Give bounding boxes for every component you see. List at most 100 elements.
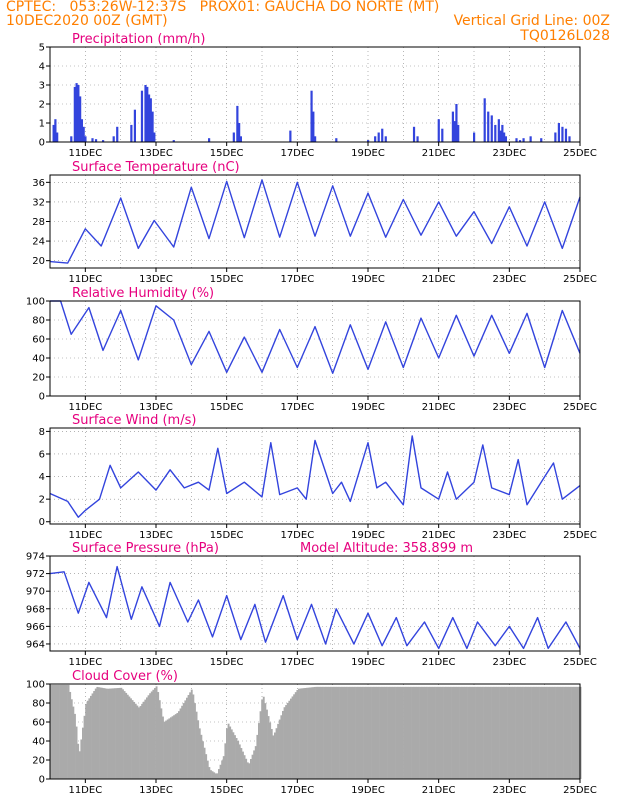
cloud-column — [318, 686, 321, 779]
cloud-column — [370, 686, 372, 779]
cloud-column — [307, 687, 310, 779]
precip-bar — [54, 119, 57, 142]
cloud-column — [310, 687, 313, 779]
cloud-column — [139, 706, 142, 779]
precip-bar — [487, 111, 490, 142]
precip-bar — [312, 111, 315, 142]
precip-bar — [416, 136, 419, 142]
xtick-label: 25DEC — [563, 785, 597, 796]
cloud-column — [338, 686, 340, 779]
cloud-column — [181, 705, 184, 779]
cloud-column — [64, 684, 67, 779]
cloud-column — [414, 686, 417, 779]
cloud-column — [234, 735, 236, 779]
precip-bar — [84, 136, 87, 142]
precip-bar — [499, 130, 502, 142]
cloud-column — [424, 686, 427, 779]
ytick-label: 40 — [32, 354, 45, 365]
cloud-column — [573, 686, 576, 779]
cloud-column — [245, 758, 248, 779]
cloud-column — [344, 686, 347, 779]
xtick-label: 25DEC — [563, 657, 597, 668]
precip-bar — [146, 86, 149, 142]
cloud-column — [456, 686, 459, 779]
cloud-column — [546, 686, 548, 779]
precip-bar — [504, 136, 507, 142]
precip-bar — [73, 86, 76, 142]
cloud-column — [411, 686, 414, 779]
ytick-label: 100 — [26, 680, 45, 691]
ytick-label: 32 — [32, 197, 45, 208]
cloud-column — [144, 699, 147, 779]
cloud-column — [483, 686, 486, 779]
cloud-column — [166, 719, 169, 779]
cloud-column — [570, 686, 572, 779]
cloud-column — [349, 686, 352, 779]
cloud-column — [218, 769, 220, 779]
cloud-column — [54, 684, 57, 779]
cloud-column — [134, 703, 137, 779]
precip-bar — [451, 111, 454, 142]
cloud-column — [378, 686, 380, 779]
cloud-column — [563, 686, 566, 779]
cloud-column — [250, 759, 252, 779]
cloud-column — [453, 686, 456, 779]
cloud-column — [397, 686, 400, 779]
ytick-label: 20 — [32, 373, 45, 384]
cloud-column — [389, 686, 392, 779]
ytick-label: 2 — [39, 495, 45, 506]
precip-bar — [310, 90, 313, 142]
cloud-column — [450, 686, 452, 779]
ytick-label: 8 — [39, 427, 45, 438]
precip-bar — [529, 136, 532, 142]
header-init-time: 10DEC2020 00Z (GMT) — [6, 13, 168, 29]
cloud-column — [371, 686, 374, 779]
cloud-column — [459, 686, 462, 779]
cloud-column — [514, 686, 516, 779]
cloud-column — [186, 697, 188, 779]
cloud-column — [576, 686, 579, 779]
precip-bar — [149, 98, 152, 142]
cloud-column — [413, 686, 416, 779]
cloud-column — [94, 688, 97, 779]
ytick-label: 5 — [39, 43, 45, 54]
cloud-column — [347, 686, 350, 779]
precip-bar — [75, 83, 78, 142]
cloud-column — [109, 688, 112, 779]
panel-frame — [49, 555, 581, 652]
cloud-column — [442, 686, 444, 779]
cloud-column — [547, 686, 550, 779]
cloud-column — [565, 686, 568, 779]
cloud-column — [286, 702, 289, 779]
cloud-column — [526, 686, 529, 779]
xtick-label: 17DEC — [280, 785, 314, 796]
cloud-column — [141, 703, 144, 779]
cloud-column — [566, 686, 569, 779]
cloud-column — [333, 686, 336, 779]
cloud-column — [475, 686, 478, 779]
cloud-column — [158, 700, 161, 779]
cloud-column — [224, 743, 227, 779]
ytick-label: 3 — [39, 81, 45, 92]
precip-bar — [232, 132, 235, 142]
xtick-label: 13DEC — [139, 148, 173, 159]
cloud-column — [50, 684, 52, 779]
cloud-column — [387, 686, 390, 779]
cloud-column — [120, 687, 123, 779]
cloud-column — [131, 700, 134, 779]
cloud-column — [258, 723, 260, 779]
cloud-column — [499, 686, 502, 779]
cloud-column — [216, 773, 219, 779]
cloud-column — [192, 694, 195, 779]
cloud-column — [578, 686, 580, 779]
cloud-column — [485, 686, 488, 779]
cloud-column — [326, 686, 329, 779]
cloud-column — [322, 686, 324, 779]
cloud-column — [317, 686, 320, 779]
precip-bar — [503, 132, 506, 142]
cloud-column — [160, 708, 163, 779]
pressure-title: Surface Pressure (hPa) — [72, 541, 219, 556]
cloud-column — [86, 700, 89, 779]
precip-bar — [116, 126, 119, 142]
cloud-column — [182, 703, 185, 779]
